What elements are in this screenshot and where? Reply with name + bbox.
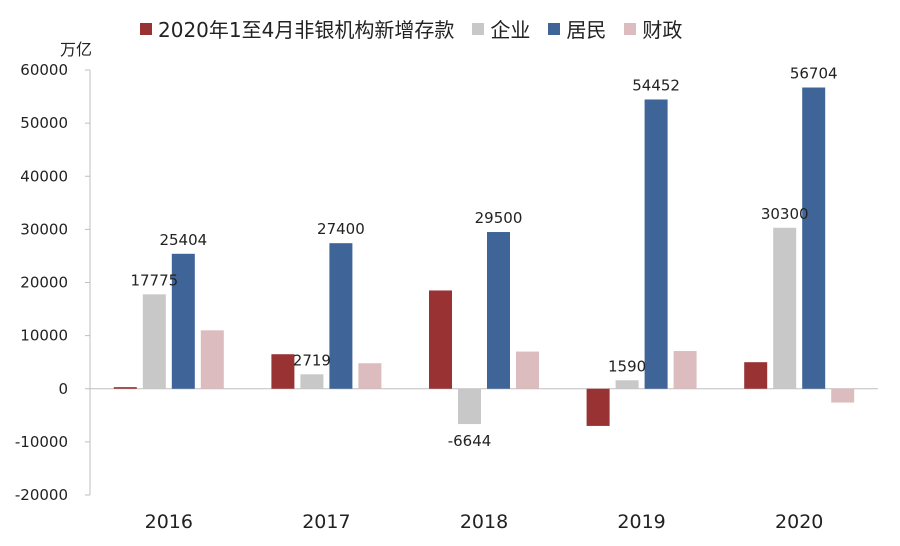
legend-label-nonbank: 2020年1至4月非银机构新增存款 xyxy=(158,18,455,42)
bar xyxy=(200,330,224,389)
x-tick-label: 2019 xyxy=(617,511,665,533)
x-tick-label: 2016 xyxy=(145,511,193,533)
data-label: 2719 xyxy=(293,351,331,369)
legend-label-fiscal: 财政 xyxy=(642,18,683,42)
bar xyxy=(516,351,539,389)
legend-swatch-resident xyxy=(548,22,561,35)
y-tick-label: 0 xyxy=(58,380,68,398)
bar xyxy=(271,354,295,389)
legend-swatch-fiscal xyxy=(624,22,637,35)
y-tick-label: -20000 xyxy=(15,486,68,504)
bar xyxy=(171,253,195,389)
bar xyxy=(831,388,855,403)
data-label: -6644 xyxy=(448,432,492,450)
bar xyxy=(142,294,166,389)
x-tick-label: 2020 xyxy=(775,511,823,533)
x-tick-label: 2017 xyxy=(302,511,350,533)
data-label: 17775 xyxy=(130,271,178,289)
data-label: 54452 xyxy=(632,76,680,94)
legend-item-fiscal: 财政 xyxy=(624,14,682,43)
bar xyxy=(487,232,510,389)
legend-item-enterprise: 企业 xyxy=(472,14,530,43)
y-tick-label: 50000 xyxy=(20,114,68,132)
bar xyxy=(429,290,452,389)
legend-swatch-enterprise xyxy=(472,22,485,35)
bar xyxy=(113,387,137,389)
bar xyxy=(300,374,324,389)
data-label: 27400 xyxy=(317,220,365,238)
bar xyxy=(586,388,610,426)
bar xyxy=(644,99,668,389)
x-tick-label: 2018 xyxy=(460,511,508,533)
y-axis-unit-label: 万亿 xyxy=(60,40,93,59)
legend-label-resident: 居民 xyxy=(566,18,607,42)
bar xyxy=(358,363,382,389)
bar xyxy=(615,380,639,389)
bar xyxy=(773,227,797,389)
legend-item-resident: 居民 xyxy=(548,14,606,43)
y-tick-label: 10000 xyxy=(20,327,68,345)
bar xyxy=(458,388,481,425)
bar xyxy=(744,362,768,389)
y-tick-label: 30000 xyxy=(20,220,68,238)
data-label: 29500 xyxy=(475,209,523,227)
bar xyxy=(329,243,353,389)
legend-label-enterprise: 企业 xyxy=(490,18,531,42)
y-tick-label: -10000 xyxy=(15,433,68,451)
data-label: 56704 xyxy=(790,65,838,83)
legend: 2020年1至4月非银机构新增存款 企业 居民 财政 xyxy=(140,14,682,43)
y-tick-label: 40000 xyxy=(20,167,68,185)
bar xyxy=(673,351,697,389)
legend-swatch-nonbank xyxy=(140,22,152,35)
data-label: 30300 xyxy=(761,205,809,223)
bar xyxy=(802,87,826,389)
data-label: 25404 xyxy=(159,231,207,249)
y-tick-label: 20000 xyxy=(20,274,68,292)
y-tick-label: 60000 xyxy=(20,61,68,79)
data-label: 1590 xyxy=(608,357,646,375)
legend-item-nonbank: 2020年1至4月非银机构新增存款 xyxy=(140,14,454,43)
